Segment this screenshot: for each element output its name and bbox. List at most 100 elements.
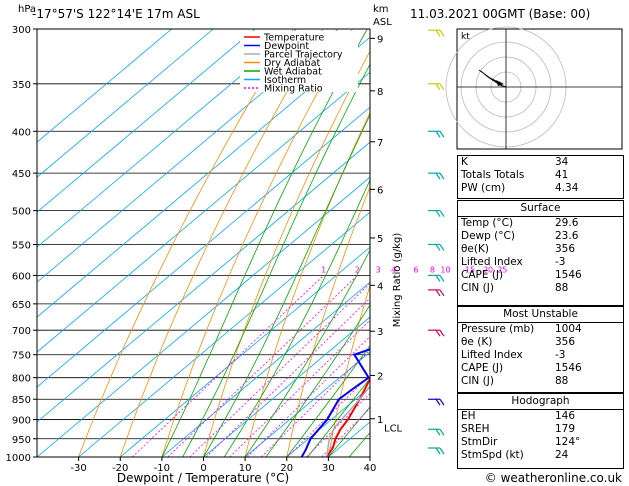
dewpoint-line <box>300 348 370 457</box>
dry-adiabat-line <box>119 29 324 457</box>
legend-label: Temperature <box>263 33 324 44</box>
index-row-value: 34 <box>555 156 569 168</box>
storm-motion-marker <box>496 80 504 86</box>
wet-adiabat-line <box>223 179 370 457</box>
wind-barb <box>439 244 445 251</box>
isotherm-line <box>37 176 370 457</box>
index-row-label: SREH <box>461 423 490 435</box>
x-tick-label: -20 <box>112 463 128 474</box>
index-row: Pressure (mb) 1004 <box>458 323 623 336</box>
index-row-value: 23.6 <box>555 230 579 242</box>
index-row-label: CIN (J) <box>461 375 494 387</box>
hpa-label: hPa <box>18 4 36 15</box>
isotherm-line <box>37 29 214 178</box>
km-tick-label: 2 <box>377 371 383 382</box>
wind-barb <box>439 428 445 436</box>
wind-barb <box>435 83 441 91</box>
isotherm-line <box>78 211 370 457</box>
pressure-label: 500 <box>12 207 31 218</box>
wind-barb <box>435 130 441 138</box>
x-tick-label: 0 <box>200 463 206 474</box>
x-tick-label: 20 <box>280 463 293 474</box>
wind-barb <box>435 329 441 337</box>
km-tick-label: 5 <box>377 234 383 245</box>
index-row-value: 24 <box>555 449 569 461</box>
index-row-value: 356 <box>555 243 576 255</box>
panel-title: Surface <box>458 201 623 217</box>
wind-barbs <box>428 29 445 455</box>
pressure-label: 400 <box>12 127 31 138</box>
index-row-value: 179 <box>555 423 576 435</box>
index-row-label: θe(K) <box>461 243 489 255</box>
hodograph-unit: kt <box>461 32 470 42</box>
wet-adiabat-line <box>244 249 370 457</box>
wet-adiabat-line <box>286 345 370 457</box>
location-label: -17°57'S 122°14'E 17m ASL <box>32 7 200 21</box>
isotherm-line <box>244 351 370 457</box>
index-row-value: 88 <box>555 375 569 387</box>
wind-barb <box>439 83 445 91</box>
mixing-ratio-label: 25 <box>497 265 507 274</box>
index-row-label: Pressure (mb) <box>461 323 535 335</box>
pressure-label: 600 <box>12 271 31 282</box>
wind-barb <box>439 275 445 282</box>
index-row: θe (K) 356 <box>458 336 623 349</box>
index-row-label: K <box>461 156 468 168</box>
km-label: km <box>373 4 389 15</box>
mixing-ratio-label: 15 <box>465 265 475 274</box>
index-row-value: 146 <box>555 410 576 422</box>
index-row-value: 1004 <box>555 323 582 335</box>
index-row: EH 146 <box>458 410 623 423</box>
wind-barb <box>435 289 441 297</box>
wet-adiabat-line <box>307 377 370 457</box>
wind-barb <box>439 398 445 406</box>
legend-label: Dewpoint <box>264 41 309 52</box>
index-row: CIN (J) 88 <box>458 375 623 388</box>
index-row: Dewp (°C) 23.6 <box>458 230 623 243</box>
mixing-ratio-label: 20 <box>483 265 493 274</box>
index-row-value: 41 <box>555 169 569 181</box>
pressure-label: 300 <box>12 25 31 36</box>
index-row: SREH 179 <box>458 423 623 436</box>
hodograph: kt <box>445 26 623 150</box>
wet-adiabat-line <box>203 113 370 457</box>
wind-barb <box>439 289 445 297</box>
wind-barb <box>435 275 441 282</box>
index-row-value: -3 <box>555 256 566 268</box>
wind-barb <box>439 29 445 37</box>
index-row-label: Temp (°C) <box>461 217 514 229</box>
wet-adiabat-line <box>265 304 370 457</box>
isotherm-line <box>37 29 339 283</box>
isotherm-line <box>37 29 172 143</box>
legend-label: Dry Adiabat <box>264 58 321 69</box>
temperature-line <box>325 376 370 457</box>
mixing-ratio-label: 1 <box>321 265 326 274</box>
hodograph-panel: Hodograph EH 146 SREH 179 StmDir 124° StmSpd (k… <box>457 393 624 469</box>
index-row-value: 4.34 <box>555 182 579 194</box>
lcl-label: LCL <box>384 423 403 434</box>
wind-barb <box>435 29 441 37</box>
surface-panel: Surface Temp (°C) 29.6 Dewp (°C) 23.6 θe(K) 35… <box>457 200 624 306</box>
km-tick-label: 4 <box>377 281 383 292</box>
legend-label: Mixing Ratio <box>264 84 323 95</box>
wind-barb <box>435 428 441 436</box>
index-row-value: 1546 <box>555 362 582 374</box>
index-row: CAPE (J) 1546 <box>458 269 623 282</box>
mixing-ratio-label: 6 <box>413 265 418 274</box>
x-tick-label: 10 <box>239 463 252 474</box>
index-row-value: 1546 <box>555 269 582 281</box>
footer-credit: © weatheronline.co.uk <box>485 471 622 485</box>
index-row-label: CAPE (J) <box>461 362 504 374</box>
mixing-ratio-label: 2 <box>355 265 360 274</box>
index-row-label: EH <box>461 410 476 422</box>
mixing-ratio-line <box>246 336 370 457</box>
index-row: StmSpd (kt) 24 <box>458 449 623 462</box>
km-tick-label: 1 <box>377 415 383 426</box>
pressure-label: 450 <box>12 169 31 180</box>
index-row-value: -3 <box>555 349 566 361</box>
wind-barb <box>435 172 441 180</box>
mixing-ratio-line <box>286 374 370 457</box>
wind-barb <box>439 447 445 455</box>
x-tick-label: 40 <box>364 463 377 474</box>
